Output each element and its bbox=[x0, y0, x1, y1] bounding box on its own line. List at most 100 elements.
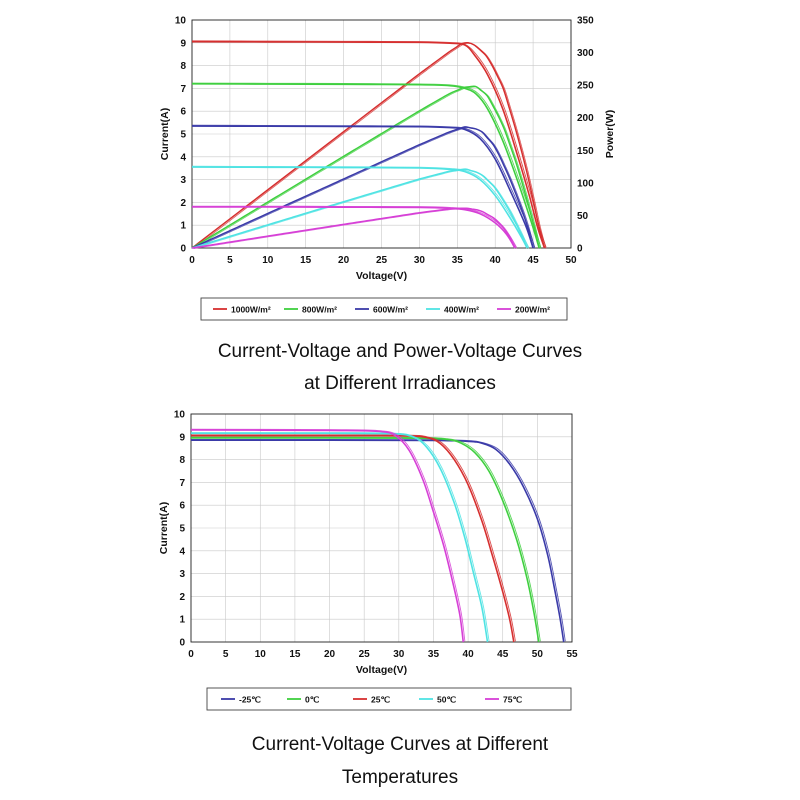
chart2-legend-label: 0℃ bbox=[305, 695, 320, 705]
chart1-iv-curve bbox=[191, 125, 534, 249]
chart2-y-tick-label: 3 bbox=[179, 569, 185, 580]
chart2-plot-frame bbox=[190, 413, 573, 643]
chart1-pv-curve bbox=[191, 85, 540, 249]
chart1-y-tick-label: 9 bbox=[180, 38, 186, 49]
chart1-y-tick-label: 1 bbox=[180, 221, 186, 232]
chart2-legend-box bbox=[206, 687, 572, 711]
chart2-legend-label: 50℃ bbox=[437, 695, 456, 705]
chart-temperature-caption-line-2: Temperatures bbox=[341, 767, 459, 788]
chart2-y-tick-label: 6 bbox=[179, 501, 185, 512]
chart2-legend-item: 25℃ bbox=[353, 695, 390, 705]
chart1-pv-curve-shadow bbox=[193, 42, 547, 249]
chart1-iv-curve bbox=[191, 83, 540, 249]
chart1-y-tick-label: 10 bbox=[175, 16, 187, 27]
chart2-legend-label: 75℃ bbox=[503, 695, 522, 705]
chart2-x-tick-label: 15 bbox=[289, 649, 301, 660]
chart1-series-3 bbox=[191, 124, 536, 249]
chart2-iv-curve bbox=[190, 439, 565, 643]
chart1-pv-curve-shadow bbox=[193, 169, 529, 249]
chart2-y-tick-label: 2 bbox=[179, 592, 185, 603]
chart1-pv-curve bbox=[191, 207, 516, 249]
chart2-y-tick-label: 9 bbox=[179, 432, 185, 443]
chart1-legend-item: 600W/m² bbox=[355, 305, 408, 315]
chart2-y-tick-label: 5 bbox=[179, 524, 185, 535]
chart2-iv-curve bbox=[190, 434, 515, 643]
chart1-series-4 bbox=[191, 165, 530, 249]
chart2-x-tick-label: 50 bbox=[532, 649, 544, 660]
chart1-pv-curve-shadow bbox=[193, 208, 517, 249]
chart1-y-tick-label: 5 bbox=[180, 130, 186, 141]
chart2-iv-curve bbox=[190, 429, 465, 643]
chart2-x-axis-label: Voltage(V) bbox=[356, 664, 407, 676]
chart1-y2-tick-label: 200 bbox=[577, 113, 594, 124]
chart2-legend: -25℃ 0℃ 25℃ 50℃ 75℃ bbox=[206, 687, 572, 711]
chart1-legend: 1000W/m² 800W/m² 600W/m² 400W/m² 200W/m² bbox=[200, 297, 568, 321]
chart2-y-tick-label: 8 bbox=[179, 455, 185, 466]
chart2-x-tick-label: 5 bbox=[223, 649, 229, 660]
chart2-x-tick-label: 35 bbox=[428, 649, 440, 660]
chart2-legend-label: -25℃ bbox=[239, 695, 261, 705]
chart2-series-5 bbox=[190, 428, 466, 643]
chart1-y-tick-label: 3 bbox=[180, 175, 186, 186]
chart1-x-tick-label: 5 bbox=[227, 255, 233, 266]
chart2-series-3 bbox=[190, 434, 516, 643]
chart1-y-axis-label: Current(A) bbox=[159, 108, 171, 161]
chart1-legend-label: 200W/m² bbox=[515, 305, 550, 315]
chart-irradiance-caption-line-2: at Different Irradiances bbox=[304, 373, 496, 394]
chart2-series-2 bbox=[190, 436, 541, 643]
chart1-y2-tick-label: 0 bbox=[577, 244, 583, 255]
chart2-x-tick-label: 55 bbox=[566, 649, 578, 660]
chart1-legend-label: 400W/m² bbox=[444, 305, 479, 315]
chart1-iv-curve-shadow bbox=[191, 124, 536, 248]
chart1-y2-tick-label: 100 bbox=[577, 178, 594, 189]
chart1-y-tick-label: 0 bbox=[180, 244, 186, 255]
chart1-pv-curve-shadow bbox=[193, 127, 535, 249]
chart1-y-tick-label: 7 bbox=[180, 84, 186, 95]
chart2-series-1 bbox=[190, 438, 566, 643]
chart1-series-5 bbox=[191, 205, 517, 249]
chart2-x-tick-label: 0 bbox=[188, 649, 194, 660]
chart2-y-tick-label: 0 bbox=[179, 638, 185, 649]
chart2-x-tick-label: 45 bbox=[497, 649, 509, 660]
chart1-x-tick-label: 45 bbox=[528, 255, 540, 266]
chart2-x-tick-label: 40 bbox=[463, 649, 475, 660]
chart2-legend-item: -25℃ bbox=[221, 695, 261, 705]
chart1-x-tick-label: 20 bbox=[338, 255, 350, 266]
chart1-pv-curve-shadow bbox=[193, 86, 542, 249]
chart2-x-tick-label: 10 bbox=[255, 649, 267, 660]
chart2-y-axis-label: Current(A) bbox=[158, 502, 170, 555]
chart2-y-tick-label: 7 bbox=[179, 478, 185, 489]
chart1-legend-label: 800W/m² bbox=[302, 305, 337, 315]
chart2-series-4 bbox=[190, 432, 490, 643]
chart1-x-tick-label: 10 bbox=[262, 255, 274, 266]
chart1-y2-axis-label: Power(W) bbox=[604, 110, 616, 158]
chart2-x-tick-label: 30 bbox=[393, 649, 405, 660]
chart2-y-tick-label: 1 bbox=[179, 615, 185, 626]
chart1-y2-tick-label: 150 bbox=[577, 146, 594, 157]
chart-irradiance: 0 5 10 15 20 25 30 35 40 45 50012345678910Voltage(… bbox=[159, 16, 616, 321]
chart1-y-tick-label: 2 bbox=[180, 198, 186, 209]
chart-irradiance-caption-line-1: Current-Voltage and Power-Voltage Curves bbox=[217, 341, 583, 362]
chart1-y2-tick-label: 250 bbox=[577, 81, 594, 92]
chart1-legend-item: 200W/m² bbox=[497, 305, 550, 315]
chart2-legend-item: 50℃ bbox=[419, 695, 456, 705]
chart1-series-2 bbox=[191, 82, 542, 249]
chart1-y-tick-label: 8 bbox=[180, 61, 186, 72]
chart1-legend-item: 1000W/m² bbox=[213, 305, 271, 315]
chart1-series-1 bbox=[191, 40, 547, 249]
chart1-legend-item: 800W/m² bbox=[284, 305, 337, 315]
chart1-legend-label: 600W/m² bbox=[373, 305, 408, 315]
chart1-x-tick-label: 15 bbox=[300, 255, 312, 266]
chart2-iv-curve-shadow bbox=[190, 434, 516, 642]
chart2-iv-curve-shadow bbox=[190, 438, 566, 642]
chart1-x-tick-label: 0 bbox=[189, 255, 195, 266]
chart2-iv-curve-shadow bbox=[190, 432, 490, 642]
chart1-x-tick-label: 50 bbox=[565, 255, 577, 266]
chart2-legend-label: 25℃ bbox=[371, 695, 390, 705]
chart1-x-tick-label: 35 bbox=[452, 255, 464, 266]
chart1-pv-curve bbox=[191, 41, 546, 249]
chart1-legend-item: 400W/m² bbox=[426, 305, 479, 315]
chart2-iv-curve-shadow bbox=[190, 428, 466, 642]
chart2-legend-item: 0℃ bbox=[287, 695, 320, 705]
